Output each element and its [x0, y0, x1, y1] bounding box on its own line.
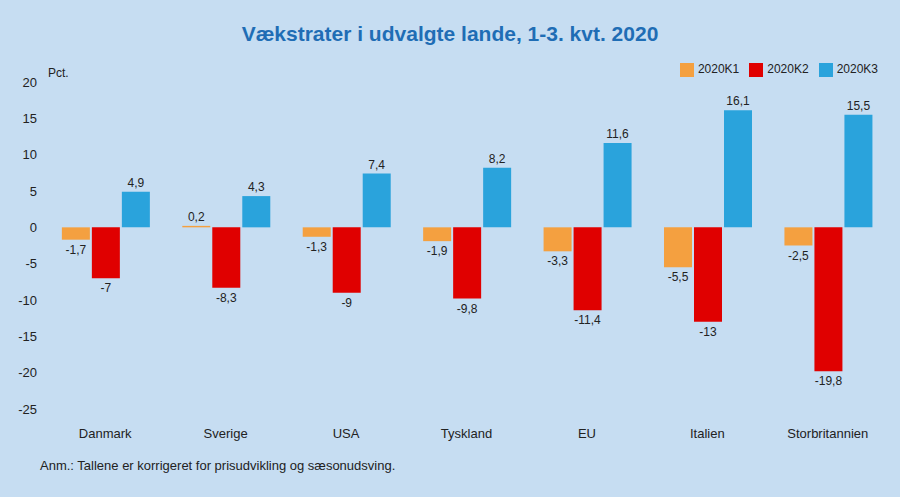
- svg-text:-5,5: -5,5: [668, 270, 689, 284]
- svg-text:-2,5: -2,5: [788, 249, 809, 263]
- svg-text:-3,3: -3,3: [547, 254, 568, 268]
- svg-text:-11,4: -11,4: [574, 313, 601, 327]
- svg-text:4,3: 4,3: [248, 180, 265, 194]
- svg-text:Danmark: Danmark: [79, 426, 132, 441]
- svg-text:-5: -5: [25, 256, 37, 271]
- svg-text:-8,3: -8,3: [216, 291, 237, 305]
- html-text:Anm.: Tallene er korrigeret fo: Anm.: Tallene er korrigeret for prisudvi…: [40, 458, 396, 473]
- html-text:2020K2: 2020K2: [767, 62, 809, 76]
- svg-text:Sverige: Sverige: [204, 426, 248, 441]
- svg-text:-20: -20: [18, 365, 37, 380]
- svg-text:-25: -25: [18, 402, 37, 417]
- svg-text:USA: USA: [333, 426, 360, 441]
- html-text:2020K1: 2020K1: [697, 62, 740, 76]
- svg-text:8,2: 8,2: [489, 152, 506, 166]
- html-text:Vækstrater i udvalgte lande, 1: Vækstrater i udvalgte lande, 1-3. kvt. 2…: [241, 22, 659, 45]
- svg-text:20: 20: [23, 75, 37, 90]
- svg-text:11,6: 11,6: [606, 127, 629, 141]
- svg-text:-1,9: -1,9: [427, 244, 448, 258]
- svg-text:EU: EU: [578, 426, 596, 441]
- html-text:Pct.: Pct.: [48, 66, 69, 80]
- svg-text:0,2: 0,2: [188, 210, 205, 224]
- svg-text:-15: -15: [18, 329, 37, 344]
- svg-text:-13: -13: [699, 325, 717, 339]
- svg-text:Italien: Italien: [690, 426, 725, 441]
- svg-text:-1,7: -1,7: [66, 243, 87, 257]
- svg-text:5: 5: [30, 184, 37, 199]
- svg-text:15: 15: [23, 111, 37, 126]
- svg-text:Tyskland: Tyskland: [441, 426, 492, 441]
- svg-text:10: 10: [23, 147, 37, 162]
- svg-text:-9,8: -9,8: [457, 302, 478, 316]
- html-text:2020K3: 2020K3: [836, 62, 878, 76]
- svg-text:7,4: 7,4: [368, 158, 385, 172]
- svg-text:-9: -9: [341, 296, 352, 310]
- svg-text:15,5: 15,5: [847, 99, 871, 113]
- svg-text:-19,8: -19,8: [815, 374, 843, 388]
- svg-text:4,9: 4,9: [128, 176, 145, 190]
- svg-text:0: 0: [30, 220, 37, 235]
- svg-text:Storbritannien: Storbritannien: [787, 426, 868, 441]
- svg-text:-7: -7: [101, 281, 112, 295]
- svg-text:-1,3: -1,3: [306, 240, 327, 254]
- svg-text:16,1: 16,1: [726, 94, 750, 108]
- svg-text:-10: -10: [18, 293, 37, 308]
